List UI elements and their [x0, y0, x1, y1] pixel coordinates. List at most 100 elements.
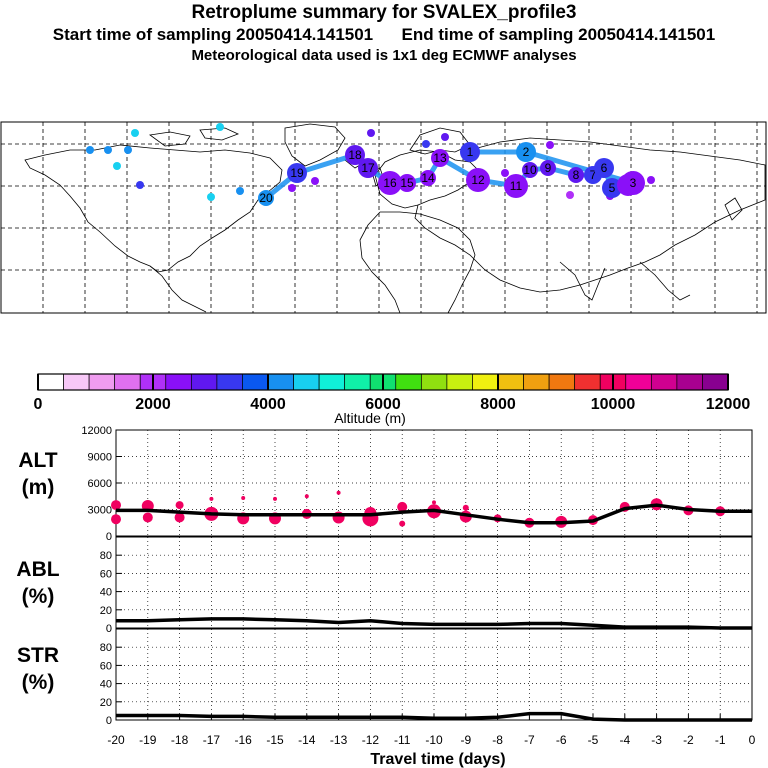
- colorbar-tick-label: 0: [34, 396, 43, 413]
- plume-marker: [420, 170, 436, 186]
- x-tick-label: -20: [107, 733, 125, 747]
- plume-day-label: 5: [609, 181, 616, 195]
- colorbar-swatch: [165, 373, 192, 391]
- y-tick-label: 40: [100, 587, 112, 599]
- y-tick-label: 0: [106, 715, 112, 727]
- plume-particle: [546, 141, 554, 149]
- x-tick-label: -10: [425, 733, 443, 747]
- plume-day-label: 10: [523, 163, 537, 177]
- x-tick-label: -11: [394, 733, 411, 747]
- plume-particle: [136, 181, 144, 189]
- colorbar-swatch: [242, 373, 269, 391]
- plume-day-label: 11: [510, 179, 523, 193]
- x-tick-label: -12: [362, 733, 380, 747]
- plume-day-label: 19: [290, 166, 304, 180]
- y-tick-label: 12000: [81, 425, 112, 437]
- plume-day-label: 17: [361, 161, 375, 175]
- altitude-colorbar: [37, 373, 729, 391]
- plume-day-label: 8: [573, 168, 580, 182]
- plume-marker: [594, 158, 614, 178]
- colorbar-tick-labels: 0 2000 4000 6000 8000 10000 12000: [34, 374, 750, 413]
- plume-particle: [86, 146, 94, 154]
- panel-label: ALT: [18, 449, 57, 472]
- colorbar-swatch: [190, 373, 218, 391]
- y-tick-label: 80: [100, 550, 112, 562]
- plume-marker: [540, 160, 556, 176]
- altitude-dot: [142, 512, 153, 523]
- plume-particle: [113, 162, 121, 170]
- plume-marker: [466, 168, 490, 192]
- colorbar-swatch: [446, 373, 473, 391]
- colorbar-swatch: [497, 373, 524, 391]
- plume-marker: [345, 145, 365, 165]
- altitude-dot: [462, 504, 469, 511]
- plume-particle: [441, 133, 449, 141]
- plume-particle: [422, 140, 430, 148]
- colorbar-swatch: [676, 373, 703, 391]
- plume-marker: [378, 171, 402, 195]
- plume-marker: [522, 162, 538, 178]
- plume-day-label: 2: [523, 145, 530, 159]
- colorbar-label: Altitude (m): [334, 410, 406, 426]
- y-tick-label: 80: [100, 642, 112, 654]
- panel-frame: [115, 536, 753, 629]
- x-tick-label: -1: [715, 733, 726, 747]
- plume-marker: [258, 190, 274, 206]
- plume-day-label: 12: [471, 173, 485, 187]
- x-tick-label: -2: [683, 733, 694, 747]
- plume-particle: [367, 129, 375, 137]
- plume-marker: [460, 142, 480, 162]
- plume-day-label: 20: [259, 191, 273, 205]
- panel-unit: (%): [22, 585, 55, 608]
- colorbar-tick-label: 10000: [591, 396, 636, 413]
- y-tick-label: 9000: [88, 452, 112, 464]
- end-time-label: End time of sampling 20050414.141501: [401, 25, 716, 44]
- x-axis-label: Travel time (days): [370, 751, 505, 768]
- plume-marker: [398, 174, 416, 192]
- plume-particle: [311, 177, 319, 185]
- colorbar-swatch: [548, 373, 576, 391]
- x-tick-label: -9: [460, 733, 471, 747]
- time-series-panels: 0 3000 6000 9000 12000 ALT (m) 0 20 40 60 80 ABL (%) 0…: [16, 425, 755, 768]
- series-line: [116, 503, 752, 525]
- colorbar-tick-label: 8000: [480, 396, 516, 413]
- plume-day-label: 1: [467, 145, 474, 159]
- start-time-label: Start time of sampling 20050414.141501: [52, 25, 374, 44]
- colorbar-swatch: [420, 373, 448, 391]
- plume-particle: [216, 123, 224, 131]
- x-tick-label: 0: [749, 733, 756, 747]
- plume-particle: [131, 129, 139, 137]
- plume-marker: [602, 178, 622, 198]
- altitude-dot: [175, 501, 184, 510]
- plume-day-label: 9: [545, 161, 552, 175]
- altitude-dot: [432, 500, 436, 505]
- plume-day-label: 13: [433, 151, 447, 165]
- panel-unit: (m): [22, 476, 55, 499]
- colorbar-swatch: [344, 373, 371, 391]
- plume-day-label: 14: [421, 171, 435, 185]
- altitude-dot: [174, 512, 185, 523]
- altitude-dot: [397, 501, 408, 512]
- plume-day-label: 16: [383, 176, 397, 190]
- plume-particle: [288, 184, 296, 192]
- met-data-label: Meteorological data used is 1x1 deg ECMW…: [191, 47, 577, 64]
- colorbar-swatch: [702, 373, 729, 391]
- plume-particle: [236, 187, 244, 195]
- altitude-dot: [209, 496, 214, 501]
- plume-particle: [566, 191, 574, 199]
- x-tick-label: -15: [266, 733, 284, 747]
- plume-marker: [516, 142, 536, 162]
- x-tick-label: -7: [524, 733, 535, 747]
- x-tick-label: -8: [492, 733, 503, 747]
- colorbar-swatch: [63, 373, 90, 391]
- altitude-dot: [111, 514, 121, 525]
- y-tick-label: 0: [106, 623, 112, 635]
- colorbar-swatch: [523, 373, 550, 391]
- plume-day-label: 15: [400, 176, 414, 190]
- y-tick-label: 60: [100, 660, 112, 672]
- colorbar-swatch: [395, 373, 422, 391]
- plume-particle: [104, 146, 112, 154]
- plume-marker: [621, 171, 645, 195]
- plume-marker: [287, 163, 307, 183]
- colorbar-swatch: [574, 373, 601, 391]
